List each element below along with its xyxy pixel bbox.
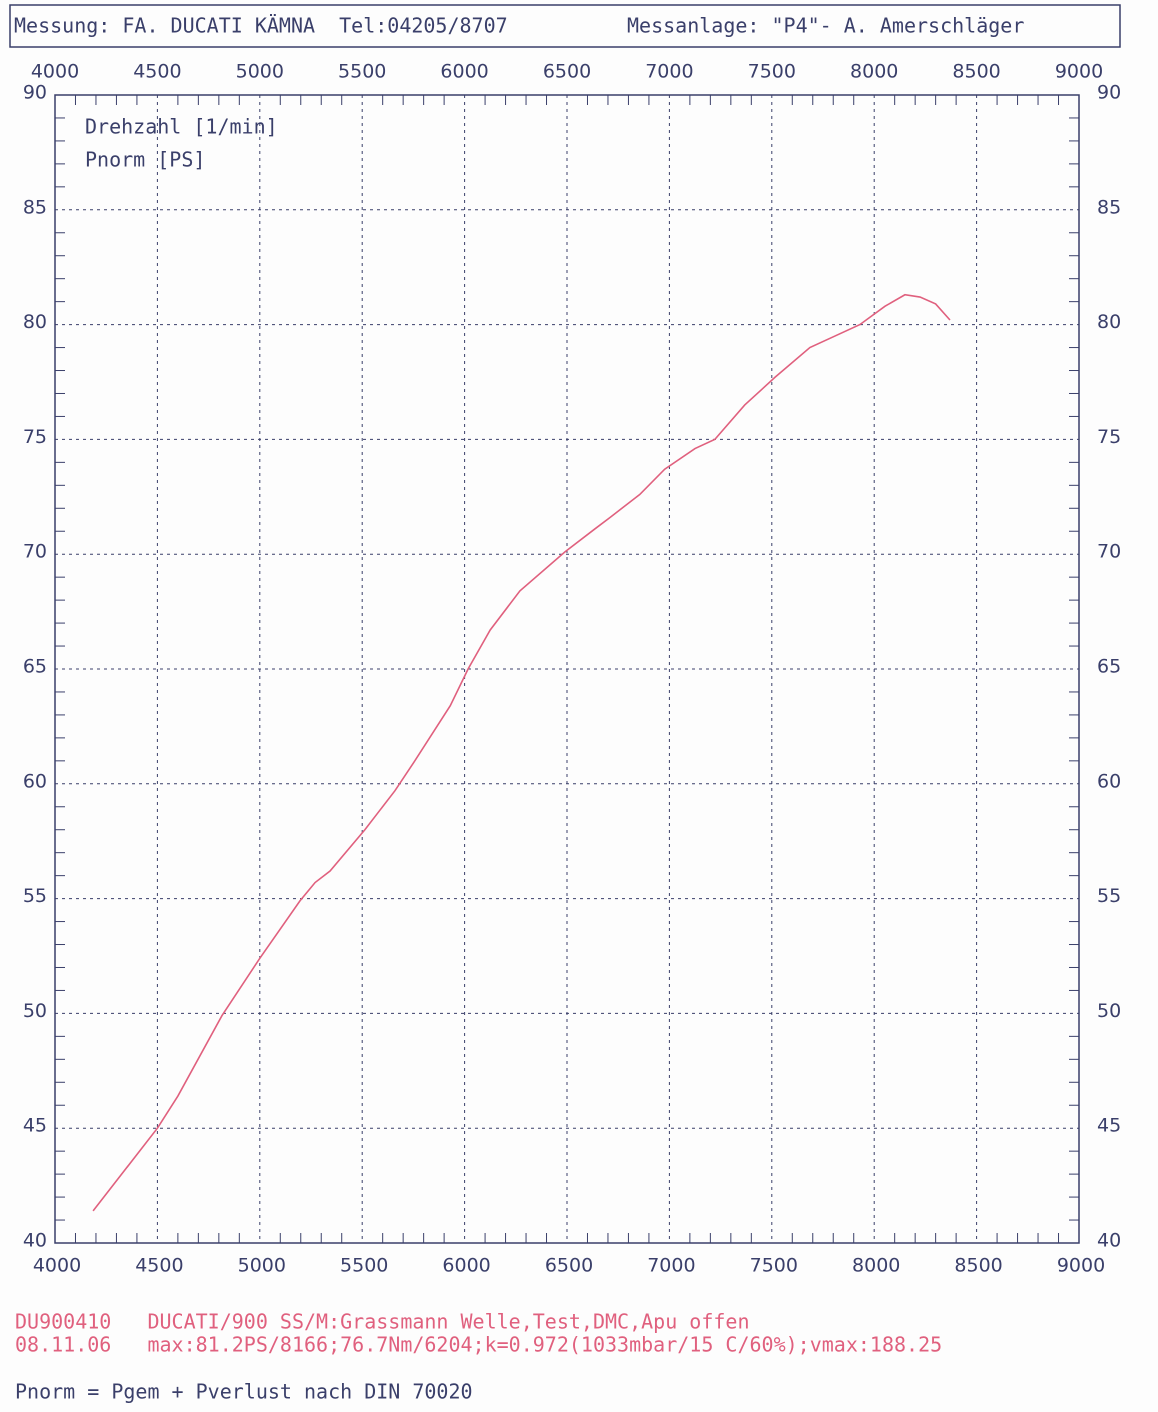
- x-tick-label: 5000: [238, 1255, 286, 1277]
- y-tick-label: 50: [23, 1000, 47, 1022]
- y-tick-label: 40: [23, 1230, 47, 1252]
- y-tick-label-right: 45: [1097, 1115, 1121, 1137]
- footer-line: 08.11.06 max:81.2PS/8166;76.7Nm/6204;k=0…: [15, 1333, 942, 1357]
- x-tick-label: 5500: [340, 1255, 388, 1277]
- x-tick-label: 9000: [1057, 1255, 1105, 1277]
- x-tick-label: 8500: [954, 1255, 1002, 1277]
- x-axis-label: Drehzahl [1/min]: [85, 115, 278, 139]
- x-tick-label-top: 4500: [133, 61, 181, 83]
- y-tick-label: 70: [23, 541, 47, 563]
- y-tick-label-right: 70: [1097, 541, 1121, 563]
- y-tick-label: 80: [23, 311, 47, 333]
- y-tick-label: 45: [23, 1115, 47, 1137]
- x-tick-label: 6000: [442, 1255, 490, 1277]
- y-tick-label-right: 55: [1097, 885, 1121, 907]
- x-tick-label: 7000: [647, 1255, 695, 1277]
- y-tick-label: 60: [23, 770, 47, 792]
- x-tick-label-top: 4000: [31, 61, 79, 83]
- x-tick-label-top: 6000: [440, 61, 488, 83]
- footer-line: Pnorm = Pgem + Pverlust nach DIN 70020: [15, 1380, 473, 1404]
- y-tick-label: 55: [23, 885, 47, 907]
- y-tick-label-right: 60: [1097, 770, 1121, 792]
- x-tick-label-top: 8500: [952, 61, 1000, 83]
- y-tick-label-right: 85: [1097, 196, 1121, 218]
- y-tick-label-right: 50: [1097, 1000, 1121, 1022]
- x-tick-label-top: 9000: [1055, 61, 1103, 83]
- header-box: [9, 4, 1121, 48]
- x-tick-label-top: 7000: [645, 61, 693, 83]
- x-tick-label: 7500: [750, 1255, 798, 1277]
- y-tick-label: 65: [23, 656, 47, 678]
- footer-line: DU900410 DUCATI/900 SS/M:Grassmann Welle…: [15, 1310, 750, 1334]
- x-tick-label: 4500: [135, 1255, 183, 1277]
- y-tick-label-right: 75: [1097, 426, 1121, 448]
- x-tick-label-top: 5500: [338, 61, 386, 83]
- x-tick-label-top: 7500: [748, 61, 796, 83]
- y-tick-label-right: 90: [1097, 82, 1121, 104]
- y-tick-label-right: 40: [1097, 1230, 1121, 1252]
- y-axis-label: Pnorm [PS]: [85, 148, 205, 172]
- x-tick-label: 6500: [545, 1255, 593, 1277]
- header-left: Messung: FA. DUCATI KÄMNA Tel:04205/8707: [14, 14, 508, 38]
- x-tick-label-top: 8000: [850, 61, 898, 83]
- data-line: [92, 293, 951, 1212]
- y-tick-label: 85: [23, 196, 47, 218]
- header-right: Messanlage: "P4"- A. Amerschläger: [627, 14, 1024, 38]
- x-tick-label-top: 5000: [236, 61, 284, 83]
- x-tick-label-top: 6500: [543, 61, 591, 83]
- y-tick-label-right: 80: [1097, 311, 1121, 333]
- y-tick-label: 75: [23, 426, 47, 448]
- x-tick-label: 8000: [852, 1255, 900, 1277]
- y-tick-label: 90: [23, 82, 47, 104]
- y-tick-label-right: 65: [1097, 656, 1121, 678]
- x-tick-label: 4000: [33, 1255, 81, 1277]
